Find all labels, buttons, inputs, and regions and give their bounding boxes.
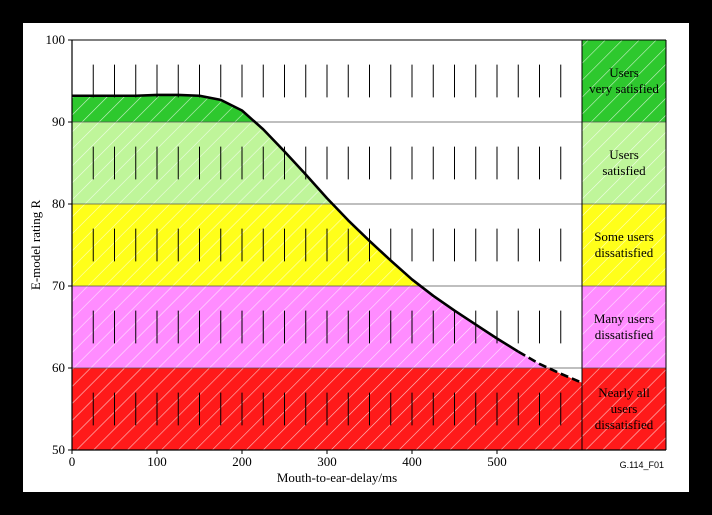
- axes: [71, 40, 666, 451]
- zone-panel-hatch-4: [582, 40, 666, 122]
- rating-curve: [72, 93, 583, 384]
- white-above-curve: [72, 40, 582, 383]
- zone-label-3-0: Users: [609, 147, 639, 162]
- y-tick-label: 60: [52, 360, 65, 375]
- vertical-dash-marks: [92, 64, 562, 426]
- zone-label-4-1: very satisfied: [589, 81, 659, 96]
- y-tick-label: 90: [52, 114, 65, 129]
- x-tick-label: 200: [232, 454, 252, 469]
- zone-label-2-1: dissatisfied: [595, 245, 654, 260]
- zone-label-0-2: dissatisfied: [595, 417, 654, 432]
- zone-label-2-0: Some users: [594, 229, 654, 244]
- y-tick-label: 50: [52, 442, 65, 457]
- x-axis-title: Mouth-to-ear-delay/ms: [277, 470, 397, 485]
- curve-series-1: [517, 350, 583, 384]
- x-tick-label: 100: [147, 454, 167, 469]
- zone-label-1-1: dissatisfied: [595, 327, 654, 342]
- y-tick-label: 80: [52, 196, 65, 211]
- x-tick-label: 500: [487, 454, 507, 469]
- zone-panel-hatch-2: [582, 204, 666, 286]
- zone-panel-hatch-1: [582, 286, 666, 368]
- zone-label-1-0: Many users: [594, 311, 654, 326]
- y-axis-title: E-model rating R: [28, 200, 43, 291]
- above-curve-region: [72, 40, 582, 383]
- x-tick-label: 300: [317, 454, 337, 469]
- zone-panel-hatch-3: [582, 122, 666, 204]
- grid-lines: [72, 39, 667, 450]
- zone-label-3-1: satisfied: [602, 163, 646, 178]
- zone-legend-panels: [582, 40, 666, 450]
- y-tick-labels: 50 60 70 80 90 100: [46, 32, 72, 457]
- zone-label-0-1: users: [611, 401, 638, 416]
- zone-label-0-0: Nearly all: [598, 385, 650, 400]
- figure-id: G.114_F01: [620, 460, 664, 470]
- y-tick-label: 100: [46, 32, 66, 47]
- curve-series-0: [72, 93, 519, 353]
- x-tick-label: 400: [402, 454, 422, 469]
- x-tick-labels: 0 100 200 300 400 500: [69, 450, 507, 469]
- x-tick-label: 0: [69, 454, 76, 469]
- y-tick-label: 70: [52, 278, 65, 293]
- zone-label-4-0: Users: [609, 65, 639, 80]
- zone-panel-hatch-0: [582, 368, 666, 450]
